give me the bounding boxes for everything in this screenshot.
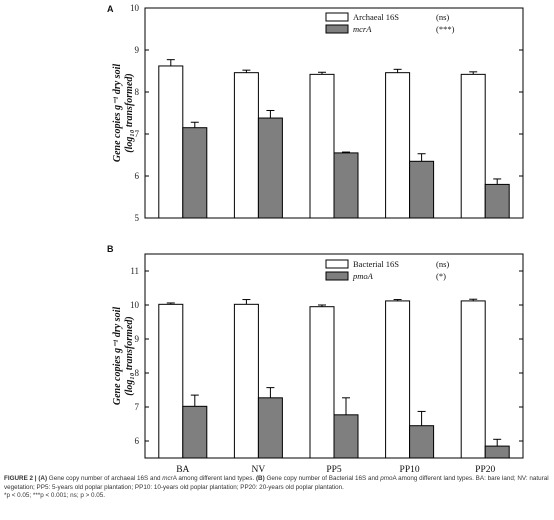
bar-series1	[158, 65, 184, 219]
bar-series1	[309, 306, 335, 459]
bar-series2	[333, 414, 359, 459]
caption-a-text-end: among different land types.	[176, 475, 256, 482]
bar-series2	[333, 152, 359, 219]
y-tick-label: 8	[135, 368, 140, 378]
y-axis-label-sub: (log₁₀ transformed)	[124, 73, 135, 152]
legend-significance: (ns)	[436, 259, 449, 269]
y-axis-label-sub: (log₁₀ transformed)	[124, 316, 135, 395]
y-tick-label: 8	[135, 87, 140, 97]
bar-series2	[257, 397, 283, 459]
y-tick-label: 10	[130, 3, 140, 13]
caption-b-text-end: among different land types. BA: bare lan…	[4, 475, 549, 491]
y-tick-label: 5	[135, 213, 140, 223]
y-tick-label: 9	[135, 45, 140, 55]
x-tick-label: PP5	[326, 465, 342, 472]
bar-series1	[158, 303, 184, 459]
bar-series1	[460, 73, 486, 219]
caption-a-label: (A)	[38, 475, 48, 482]
y-tick-label: 10	[130, 300, 140, 310]
legend-label: Archaeal 16S	[353, 12, 399, 22]
legend-label: pmoA	[352, 271, 374, 281]
panel-label: A	[107, 4, 114, 14]
bar-series2	[182, 405, 208, 459]
x-tick-label: NV	[252, 465, 266, 472]
caption-b-gene-suffix: A	[392, 475, 397, 482]
legend-swatch	[325, 24, 349, 34]
y-axis-label: Gene copies g⁻¹ dry soil	[112, 307, 123, 405]
bar-series1	[385, 300, 411, 459]
figure-caption: FIGURE 2 | (A) Gene copy number of archa…	[4, 475, 550, 501]
legend-swatch	[325, 12, 349, 22]
y-axis-label: Gene copies g⁻¹ dry soil	[112, 64, 123, 162]
legend-swatch	[325, 271, 349, 281]
legend-label: Bacterial 16S	[353, 259, 399, 269]
caption-a-gene: mcr	[162, 475, 173, 482]
bar-series2	[409, 160, 435, 219]
y-tick-label: 6	[135, 171, 140, 181]
legend-significance: (*)	[436, 271, 446, 281]
caption-a-text: Gene copy number of archaeal 16S and	[47, 475, 163, 482]
bar-series1	[233, 72, 259, 219]
x-tick-label: PP10	[400, 465, 420, 472]
caption-b-gene: pmo	[380, 475, 393, 482]
legend-swatch	[325, 259, 349, 269]
bar-series2	[257, 117, 283, 219]
bar-series2	[409, 425, 435, 459]
bar-series2	[182, 127, 208, 219]
panel-a-chart: 5 6 7 8 9 10 A Gene copies g⁻¹ dry soil (log₁₀ t…	[107, 3, 524, 223]
caption-b-text: Gene copy number of Bacterial 16S and	[264, 475, 381, 482]
caption-significance-note: *p < 0.05; ***p < 0.001; ns; p > 0.05.	[4, 492, 106, 500]
bar-series1	[460, 300, 486, 459]
legend-label: mcrA	[353, 24, 372, 34]
y-tick-label: 7	[135, 129, 140, 139]
panel-label: B	[107, 244, 114, 254]
caption-b-label: (B)	[255, 475, 265, 482]
x-tick-label: PP20	[475, 465, 495, 472]
caption-a-gene-suffix: A	[172, 475, 177, 482]
legend-significance: (***)	[436, 24, 455, 34]
caption-paragraph: FIGURE 2 | (A) Gene copy number of archa…	[4, 475, 550, 492]
y-tick-label: 11	[130, 266, 139, 276]
bar-series1	[309, 73, 335, 219]
caption-figure-label: FIGURE 2 |	[4, 475, 37, 482]
bar-series1	[385, 72, 411, 219]
legend-significance: (ns)	[436, 12, 449, 22]
y-tick-label: 9	[135, 334, 140, 344]
y-tick-label: 6	[135, 436, 140, 446]
x-tick-label: BA	[176, 465, 189, 472]
bar-series1	[233, 303, 259, 459]
bar-series2	[484, 445, 510, 459]
panel-b-chart: 6 7 8 9 10 11 B Gene copies g⁻¹ dry soil (log₁₀ …	[107, 244, 524, 472]
y-tick-label: 7	[135, 402, 140, 412]
bar-series2	[484, 183, 510, 219]
